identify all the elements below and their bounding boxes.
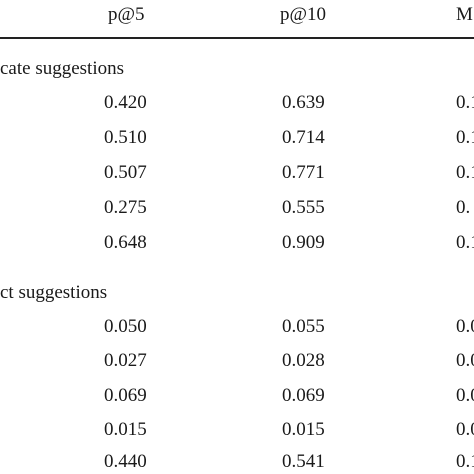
table-cell: 0.055 [282,316,325,337]
table-cell: 0.440 [104,451,147,472]
table-cell: 0.1 [456,92,474,113]
table-cell: 0.0 [456,350,474,371]
column-header-m: M [456,4,473,25]
table-cell: 0.028 [282,350,325,371]
table-cell: 0.0 [456,385,474,406]
table-cell: 0.507 [104,162,147,183]
table-cell: 0.541 [282,451,325,472]
table-cell: 0.420 [104,92,147,113]
table-cell: 0.510 [104,127,147,148]
column-header-p5: p@5 [108,4,145,25]
table-cell: 0.555 [282,197,325,218]
table-cell: 0.015 [282,419,325,440]
table-cell: 0.0 [456,316,474,337]
table-cell: 0.1 [456,162,474,183]
table-cell: 0.1 [456,232,474,253]
table-cell: 0.1 [456,127,474,148]
table-cell: 0.015 [104,419,147,440]
table-cell: 0.1 [456,451,474,472]
table-cell: 0. [456,197,471,218]
table-cell: 0.639 [282,92,325,113]
section-label-1: cate suggestions [0,58,125,79]
table-cell: 0.275 [104,197,147,218]
table-cell: 0.050 [104,316,147,337]
table-cell: 0.027 [104,350,147,371]
table-cell: 0.648 [104,232,147,253]
column-header-p10: p@10 [280,4,326,25]
table-cell: 0.909 [282,232,325,253]
table-cell: 0.069 [104,385,147,406]
header-rule [0,37,474,39]
section-label-2: ct suggestions [0,282,108,303]
table-cell: 0.069 [282,385,325,406]
table-cell: 0.771 [282,162,325,183]
table-cell: 0.0 [456,419,474,440]
table-cell: 0.714 [282,127,325,148]
